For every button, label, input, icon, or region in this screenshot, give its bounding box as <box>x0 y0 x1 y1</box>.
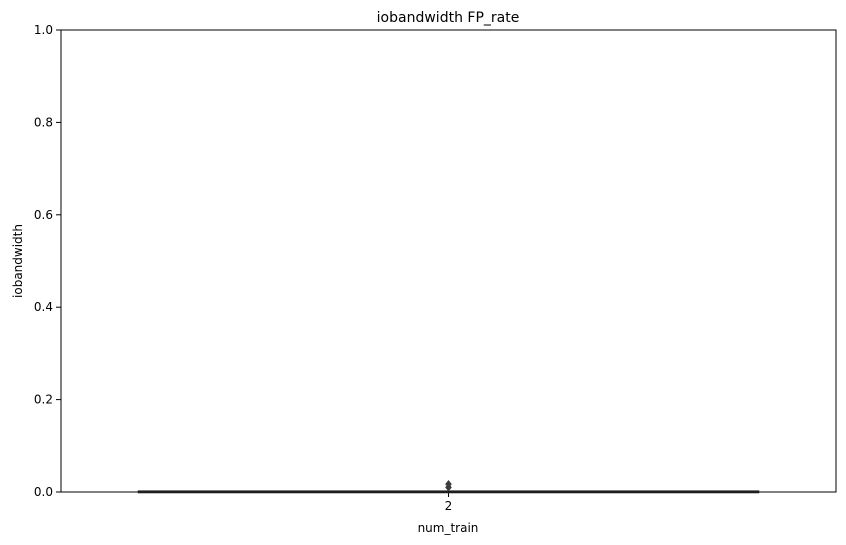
chart-title: iobandwidth FP_rate <box>377 10 520 26</box>
x-axis-ticks: 2 <box>445 492 453 513</box>
plot-frame <box>60 29 837 493</box>
outlier-point <box>445 480 452 489</box>
y-tick-label: 0.8 <box>34 115 53 129</box>
y-tick-label: 0.0 <box>34 485 53 499</box>
y-tick-label: 0.4 <box>34 300 53 314</box>
y-axis-label: iobandwidth <box>11 224 25 298</box>
x-tick-label: 2 <box>445 499 453 513</box>
y-tick-label: 0.6 <box>34 208 53 222</box>
y-tick-label: 1.0 <box>34 23 53 37</box>
y-axis-ticks: 0.0 0.2 0.4 0.6 0.8 1.0 <box>34 23 61 499</box>
y-tick-label: 0.2 <box>34 393 53 407</box>
x-axis-label: num_train <box>418 521 479 535</box>
plot-elements <box>137 480 760 494</box>
